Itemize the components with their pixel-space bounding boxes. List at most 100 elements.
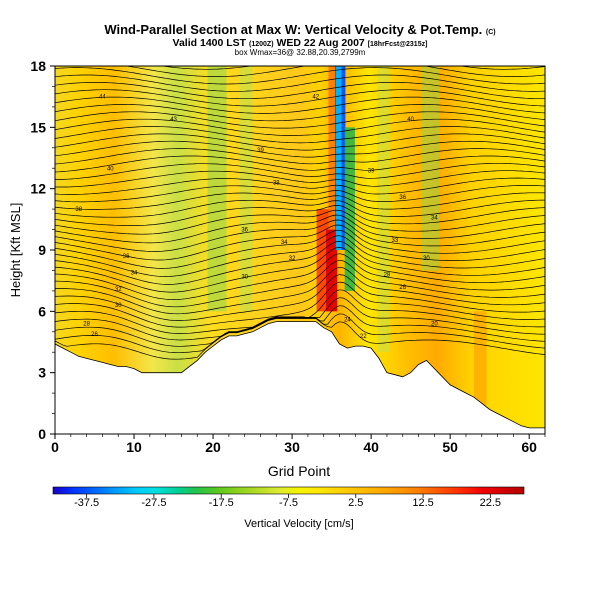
velocity-streak: [326, 229, 338, 312]
theta-contour: [55, 104, 545, 122]
theta-contour: [55, 162, 545, 180]
theta-contour: [55, 82, 545, 100]
theta-contour: [55, 96, 545, 114]
x-tick-label: 10: [126, 439, 142, 455]
theta-contour: [55, 126, 545, 144]
chart-title: Wind-Parallel Section at Max W: Vertical…: [0, 22, 600, 37]
theta-contour: [55, 170, 545, 188]
contour-label: 33: [391, 238, 398, 244]
plot-area: 44 43 42 40 39 40 38 39 38 36 34 36 34 33 36 32 30 34 30 28…: [55, 66, 545, 434]
y-tick-label: 18: [30, 58, 46, 74]
theta-contour: [55, 266, 545, 315]
contour-label: 30: [115, 303, 122, 309]
theta-contour: [55, 289, 545, 334]
colorbar-tick-label: 22.5: [480, 497, 501, 509]
velocity-streak: [335, 66, 342, 250]
contour-label: 26: [399, 285, 406, 291]
theta-contour: [55, 281, 545, 328]
subtitle-valid: Valid 1400 LST: [172, 37, 247, 49]
theta-contour: [55, 199, 545, 218]
contour-label: 32: [289, 256, 296, 262]
contour-label: 36: [123, 254, 130, 260]
x-tick-label: 30: [284, 439, 300, 455]
contour-label: 38: [273, 181, 280, 187]
y-tick-label: 6: [38, 303, 46, 319]
x-axis-label: Grid Point: [268, 463, 330, 479]
y-tick-label: 0: [38, 426, 46, 442]
contour-label: 39: [368, 168, 375, 174]
theta-contour: [55, 229, 545, 269]
subtitle-day: WED 22 Aug 2007: [276, 37, 365, 49]
y-tick-label: 3: [38, 365, 46, 381]
contour-label: 30: [241, 275, 248, 281]
theta-contour: [55, 214, 545, 244]
colorbar-label: Vertical Velocity [cm/s]: [244, 518, 353, 530]
theta-contour: [55, 67, 545, 85]
theta-contour: [55, 297, 545, 341]
theta-contour: [55, 185, 545, 203]
velocity-streak: [421, 66, 440, 271]
contour-label: 20: [431, 322, 438, 328]
x-tick-label: 40: [363, 439, 379, 455]
theta-contour: [55, 205, 545, 226]
theta-contour: [55, 253, 545, 300]
contour-label: 44: [99, 95, 106, 101]
contour-label: 40: [107, 166, 114, 172]
theta-contour: [55, 305, 545, 347]
velocity-streak: [207, 66, 227, 312]
theta-contour: [125, 66, 545, 77]
theta-contour: [55, 192, 545, 210]
x-tick-label: 20: [205, 439, 221, 455]
velocity-streak: [473, 311, 487, 414]
chart-box-info: box Wmax=36@ 32.88,20.39,2799m: [234, 48, 366, 57]
x-tick-label: 0: [51, 439, 59, 455]
terrain: [55, 321, 545, 434]
contour-label: 34: [431, 215, 438, 221]
chart-subtitle: Valid 1400 LST (1200Z) WED 22 Aug 2007 […: [0, 37, 600, 49]
y-axis-label: Height [Kft MSL]: [8, 203, 23, 298]
colorbar-tick-label: -7.5: [279, 497, 298, 509]
contour-label: 40: [407, 117, 414, 123]
contour-label: 26: [91, 332, 98, 338]
theta-contour: [55, 74, 545, 92]
contour-label: 28: [384, 273, 391, 279]
contour-label: 28: [83, 322, 90, 328]
theta-contour: [55, 118, 545, 136]
chart-title-tag: (C): [485, 29, 496, 36]
theta-contour: [55, 224, 545, 261]
theta-contour: [55, 259, 545, 308]
colorbar-tick-label: 2.5: [348, 497, 363, 509]
theta-contour: [55, 133, 545, 151]
colorbar-tick-label: 12.5: [412, 497, 433, 509]
colorbar-tick-label: -37.5: [74, 497, 99, 509]
theta-contour: [55, 89, 545, 107]
theta-contour: [55, 247, 545, 293]
contour-label: 43: [170, 117, 177, 123]
subtitle-utc: (1200Z): [249, 41, 274, 48]
velocity-streak: [239, 66, 253, 312]
x-tick-label: 50: [442, 439, 458, 455]
theta-contour: [55, 318, 545, 360]
theta-contour: [55, 235, 545, 277]
chart-title-main: Wind-Parallel Section at Max W: Vertical…: [104, 22, 483, 37]
y-tick-label: 9: [38, 242, 46, 258]
subtitle-forecast: [18hrFcst@2315z]: [367, 41, 428, 48]
contour-label: 39: [257, 148, 264, 154]
velocity-streak: [344, 127, 355, 291]
colorbar-tick-label: -27.5: [141, 497, 166, 509]
theta-contour: [55, 219, 545, 252]
contour-label: 36: [241, 228, 248, 234]
contour-label: 34: [131, 271, 138, 277]
contour-label: 30: [423, 256, 430, 262]
theta-contour: [55, 241, 545, 285]
y-tick-label: 12: [30, 181, 46, 197]
theta-contour: [55, 111, 545, 129]
x-tick-label: 60: [521, 439, 537, 455]
colorbar: [52, 486, 525, 495]
theta-contour: [55, 140, 545, 158]
contour-label: 36: [399, 195, 406, 201]
theta-contour: [55, 148, 545, 165]
theta-contour: [55, 274, 545, 321]
contour-label: 32: [115, 287, 122, 293]
